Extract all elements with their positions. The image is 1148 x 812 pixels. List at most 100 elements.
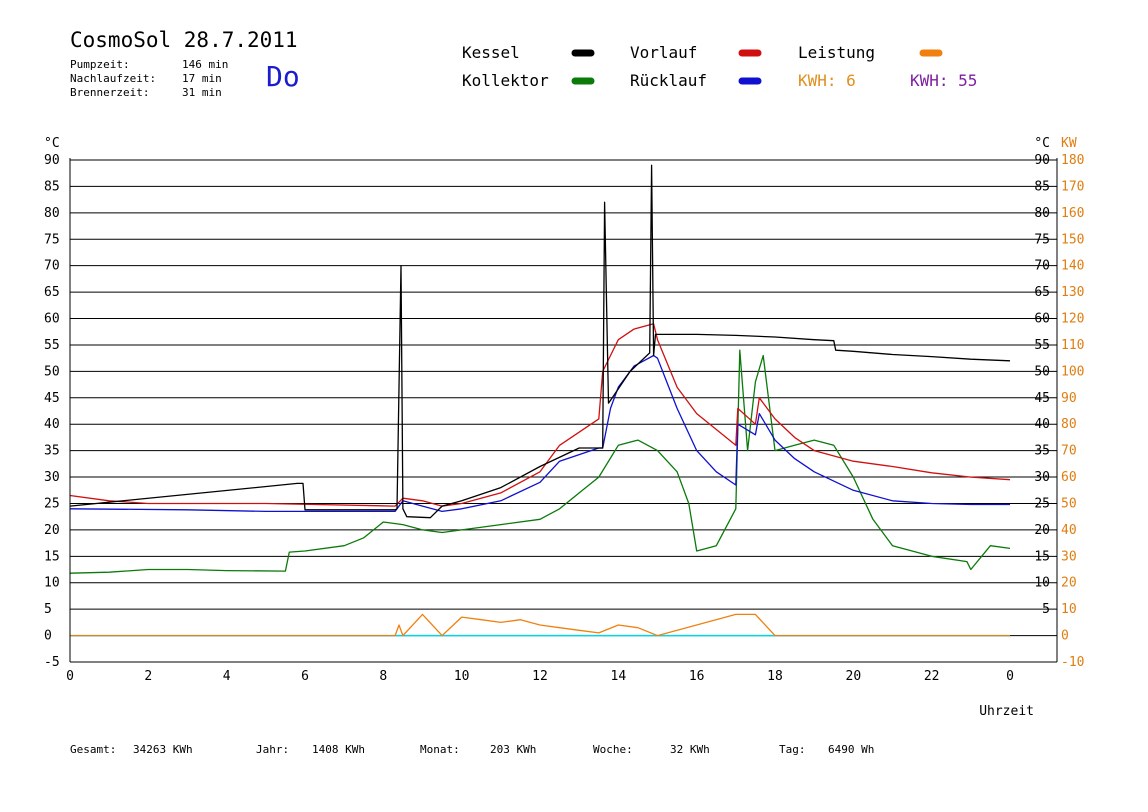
y-tick-power: 30: [1061, 549, 1077, 564]
series-line-vorlauf: [69, 323, 1011, 507]
y-tick-left: 45: [44, 391, 60, 406]
kwh-total: KWH: 55: [910, 71, 978, 90]
y-tick-power: 70: [1061, 444, 1077, 459]
y-tick-power: 100: [1061, 364, 1084, 379]
footer-woche-value: 32 KWh: [670, 743, 710, 756]
y-tick-power: 170: [1061, 179, 1084, 194]
legend-ruecklauf: Rücklauf: [630, 71, 708, 90]
y-tick-right: 55: [1034, 338, 1050, 353]
legend-kessel: Kessel: [462, 43, 520, 62]
series-line-leistung: [70, 613, 1010, 637]
x-tick: 10: [454, 669, 470, 684]
y-tick-power: 20: [1061, 576, 1077, 591]
y-tick-power: 50: [1061, 496, 1077, 511]
y-tick-right: 50: [1034, 364, 1050, 379]
y-tick-power: 80: [1061, 417, 1077, 432]
y-tick-left: 70: [44, 259, 60, 274]
y-tick-left: 80: [44, 206, 60, 221]
x-tick: 6: [301, 669, 309, 684]
footer-gesamt-label: Gesamt:: [70, 743, 117, 756]
y-tick-right: 25: [1034, 496, 1050, 511]
y-tick-left: 10: [44, 576, 60, 591]
legend-vorlauf: Vorlauf: [630, 43, 698, 62]
weekday-label: Do: [266, 60, 300, 93]
x-axis-label: Uhrzeit: [979, 704, 1034, 719]
y-tick-right: 80: [1034, 206, 1050, 221]
footer-gesamt-value: 34263 KWh: [133, 743, 193, 756]
x-tick: 22: [924, 669, 940, 684]
grid: [70, 159, 1057, 637]
footer-woche-label: Woche:: [593, 743, 633, 756]
y-tick-power: 10: [1061, 602, 1077, 617]
series-line-ruecklauf: [69, 354, 1010, 513]
series-line-kessel: [69, 164, 1011, 519]
y-tick-left: 50: [44, 364, 60, 379]
y-tick-right: 5: [1042, 602, 1050, 617]
y-tick-left: 55: [44, 338, 60, 353]
y-tick-right: 35: [1034, 444, 1050, 459]
y-tick-left: 60: [44, 312, 60, 327]
brenner-time-value: 31 min: [182, 86, 222, 99]
x-tick: 18: [767, 669, 783, 684]
y-tick-right: 75: [1034, 232, 1050, 247]
y-axis-label-left: °C: [44, 136, 60, 151]
y-tick-power: 130: [1061, 285, 1084, 300]
series-line-kollektor: [69, 349, 1011, 574]
footer-monat-label: Monat:: [420, 743, 460, 756]
y-tick-power: -10: [1061, 655, 1084, 670]
footer-tag-value: 6490 Wh: [828, 743, 875, 756]
y-tick-left: 15: [44, 549, 60, 564]
nachlauf-time: Nachlaufzeit: 17 min: [70, 72, 222, 85]
y-axis-label-right: °C: [1034, 136, 1050, 151]
x-tick: 16: [689, 669, 705, 684]
y-tick-power: 120: [1061, 312, 1084, 327]
y-tick-right: 90: [1034, 153, 1050, 168]
y-tick-right: 10: [1034, 576, 1050, 591]
y-tick-right: 40: [1034, 417, 1050, 432]
y-tick-power: 90: [1061, 391, 1077, 406]
x-tick: 20: [846, 669, 862, 684]
nachlauf-time-value: 17 min: [182, 72, 222, 85]
pump-time-label: Pumpzeit:: [70, 58, 130, 71]
x-tick: 8: [379, 669, 387, 684]
y-tick-left: 30: [44, 470, 60, 485]
y-tick-left: 20: [44, 523, 60, 538]
y-tick-left: 85: [44, 179, 60, 194]
x-tick: 0: [66, 669, 74, 684]
y-tick-left: 75: [44, 232, 60, 247]
footer-tag-label: Tag:: [779, 743, 806, 756]
y-axis-label-power: KW: [1061, 136, 1077, 151]
axes: [69, 158, 1058, 663]
y-tick-left: 65: [44, 285, 60, 300]
y-tick-power: 110: [1061, 338, 1084, 353]
x-tick: 0: [1006, 669, 1014, 684]
y-tick-left: 0: [44, 629, 52, 644]
tick-labels: 908580757065605550454035302520151050-590…: [44, 136, 1084, 719]
y-tick-left: 90: [44, 153, 60, 168]
y-tick-left: 25: [44, 496, 60, 511]
y-tick-right: 70: [1034, 259, 1050, 274]
y-tick-power: 60: [1061, 470, 1077, 485]
y-tick-left: -5: [44, 655, 60, 670]
y-tick-power: 140: [1061, 259, 1084, 274]
x-tick: 4: [223, 669, 231, 684]
y-tick-power: 40: [1061, 523, 1077, 538]
y-tick-power: 180: [1061, 153, 1084, 168]
y-tick-power: 0: [1061, 629, 1069, 644]
y-tick-right: 30: [1034, 470, 1050, 485]
y-tick-left: 5: [44, 602, 52, 617]
y-tick-left: 40: [44, 417, 60, 432]
kwh-solar: KWH: 6: [798, 71, 856, 90]
y-tick-left: 35: [44, 444, 60, 459]
chart-title: CosmoSol 28.7.2011: [70, 28, 298, 52]
series-lines: [69, 164, 1011, 637]
y-tick-right: 45: [1034, 391, 1050, 406]
legend-swatches: [571, 49, 943, 85]
y-tick-power: 150: [1061, 232, 1084, 247]
nachlauf-time-label: Nachlaufzeit:: [70, 72, 157, 85]
footer-monat-value: 203 KWh: [490, 743, 537, 756]
x-tick: 14: [611, 669, 627, 684]
y-tick-right: 20: [1034, 523, 1050, 538]
x-tick: 2: [144, 669, 152, 684]
